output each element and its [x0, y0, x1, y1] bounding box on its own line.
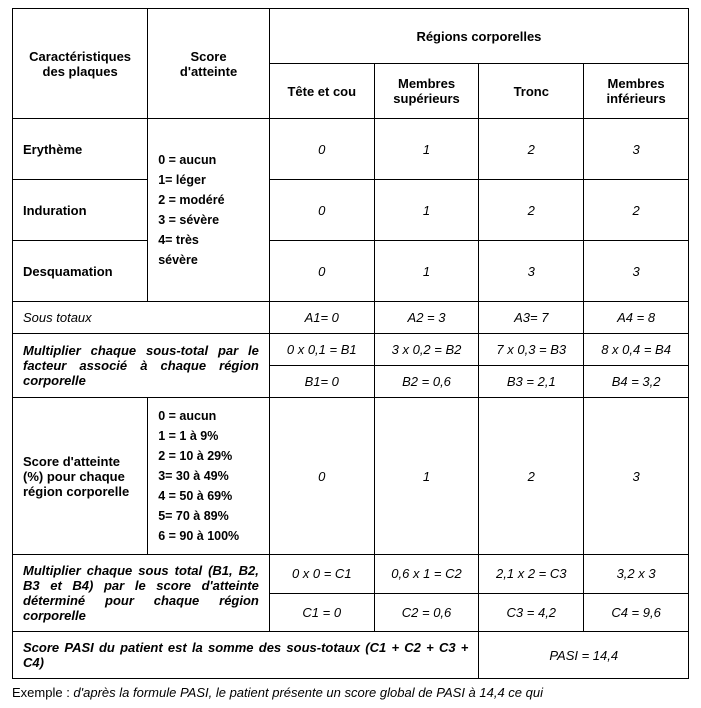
row-induration: Induration 0 1 2 2: [13, 180, 689, 241]
th-regions-group-text: Régions corporelles: [416, 29, 541, 44]
row-mult-b-step1: Multiplier chaque sous total (B1, B2, B3…: [13, 555, 689, 594]
cell: A3= 7: [479, 302, 584, 334]
cell: 3: [584, 398, 689, 555]
cell-final-label: Score PASI du patient est la somme des s…: [13, 632, 479, 679]
caption: Exemple : d'après la formule PASI, le pa…: [12, 685, 689, 700]
cell: 1: [374, 398, 479, 555]
cell: 2,1 x 2 = C3: [479, 555, 584, 594]
th-region-2: Tronc: [479, 64, 584, 119]
th-score: Scored'atteinte: [148, 9, 270, 119]
cell: 2: [584, 180, 689, 241]
cell: C3 = 4,2: [479, 593, 584, 632]
cell-erytheme-label: Erythème: [13, 119, 148, 180]
cell: C1 = 0: [269, 593, 374, 632]
row-subtotal: Sous totaux A1= 0 A2 = 3 A3= 7 A4 = 8: [13, 302, 689, 334]
row-pct: Score d'atteinte (%) pour chaque région …: [13, 398, 689, 555]
caption-lead: Exemple :: [12, 685, 73, 700]
cell: 2: [479, 398, 584, 555]
cell: 3,2 x 3: [584, 555, 689, 594]
cell-pct-label: Score d'atteinte (%) pour chaque région …: [13, 398, 148, 555]
th-plaques: Caractéristiquesdes plaques: [13, 9, 148, 119]
cell-subtotal-label: Sous totaux: [13, 302, 270, 334]
row-erytheme: Erythème 0 = aucun1= léger2 = modéré3 = …: [13, 119, 689, 180]
cell: 1: [374, 180, 479, 241]
cell: 0: [269, 398, 374, 555]
cell: 0,6 x 1 = C2: [374, 555, 479, 594]
cell: B2 = 0,6: [374, 366, 479, 398]
cell: 8 x 0,4 = B4: [584, 334, 689, 366]
cell: 1: [374, 241, 479, 302]
th-region-3: Membresinférieurs: [584, 64, 689, 119]
cell-final-value: PASI = 14,4: [479, 632, 689, 679]
cell: 3: [584, 241, 689, 302]
pasi-table: Caractéristiquesdes plaques Scored'attei…: [12, 8, 689, 679]
cell: A1= 0: [269, 302, 374, 334]
cell: 1: [374, 119, 479, 180]
cell-pct-legend: 0 = aucun1 = 1 à 9%2 = 10 à 29%3= 30 à 4…: [148, 398, 270, 555]
cell: B1= 0: [269, 366, 374, 398]
cell: 0: [269, 241, 374, 302]
cell: 0: [269, 180, 374, 241]
caption-rest: d'après la formule PASI, le patient prés…: [73, 685, 543, 700]
cell: C4 = 9,6: [584, 593, 689, 632]
cell: 3: [479, 241, 584, 302]
cell: 0 x 0,1 = B1: [269, 334, 374, 366]
cell: B3 = 2,1: [479, 366, 584, 398]
cell: A2 = 3: [374, 302, 479, 334]
cell: C2 = 0,6: [374, 593, 479, 632]
row-final: Score PASI du patient est la somme des s…: [13, 632, 689, 679]
row-desquamation: Desquamation 0 1 3 3: [13, 241, 689, 302]
cell: 2: [479, 119, 584, 180]
th-region-1: Membressupérieurs: [374, 64, 479, 119]
th-regions-group: Régions corporelles: [269, 9, 688, 64]
cell-mult-region-label: Multiplier chaque sous-total par le fact…: [13, 334, 270, 398]
th-plaques-text: Caractéristiquesdes plaques: [29, 49, 131, 79]
row-mult-region-step1: Multiplier chaque sous-total par le fact…: [13, 334, 689, 366]
cell: A4 = 8: [584, 302, 689, 334]
cell-mult-b-label: Multiplier chaque sous total (B1, B2, B3…: [13, 555, 270, 632]
th-region-0: Tête et cou: [269, 64, 374, 119]
cell-desquamation-label: Desquamation: [13, 241, 148, 302]
cell: 0: [269, 119, 374, 180]
cell-induration-label: Induration: [13, 180, 148, 241]
cell: 3: [584, 119, 689, 180]
cell: 0 x 0 = C1: [269, 555, 374, 594]
th-score-text: Scored'atteinte: [180, 49, 237, 79]
cell: 2: [479, 180, 584, 241]
cell: 3 x 0,2 = B2: [374, 334, 479, 366]
cell: 7 x 0,3 = B3: [479, 334, 584, 366]
cell-severity-legend: 0 = aucun1= léger2 = modéré3 = sévère4= …: [148, 119, 270, 302]
cell: B4 = 3,2: [584, 366, 689, 398]
